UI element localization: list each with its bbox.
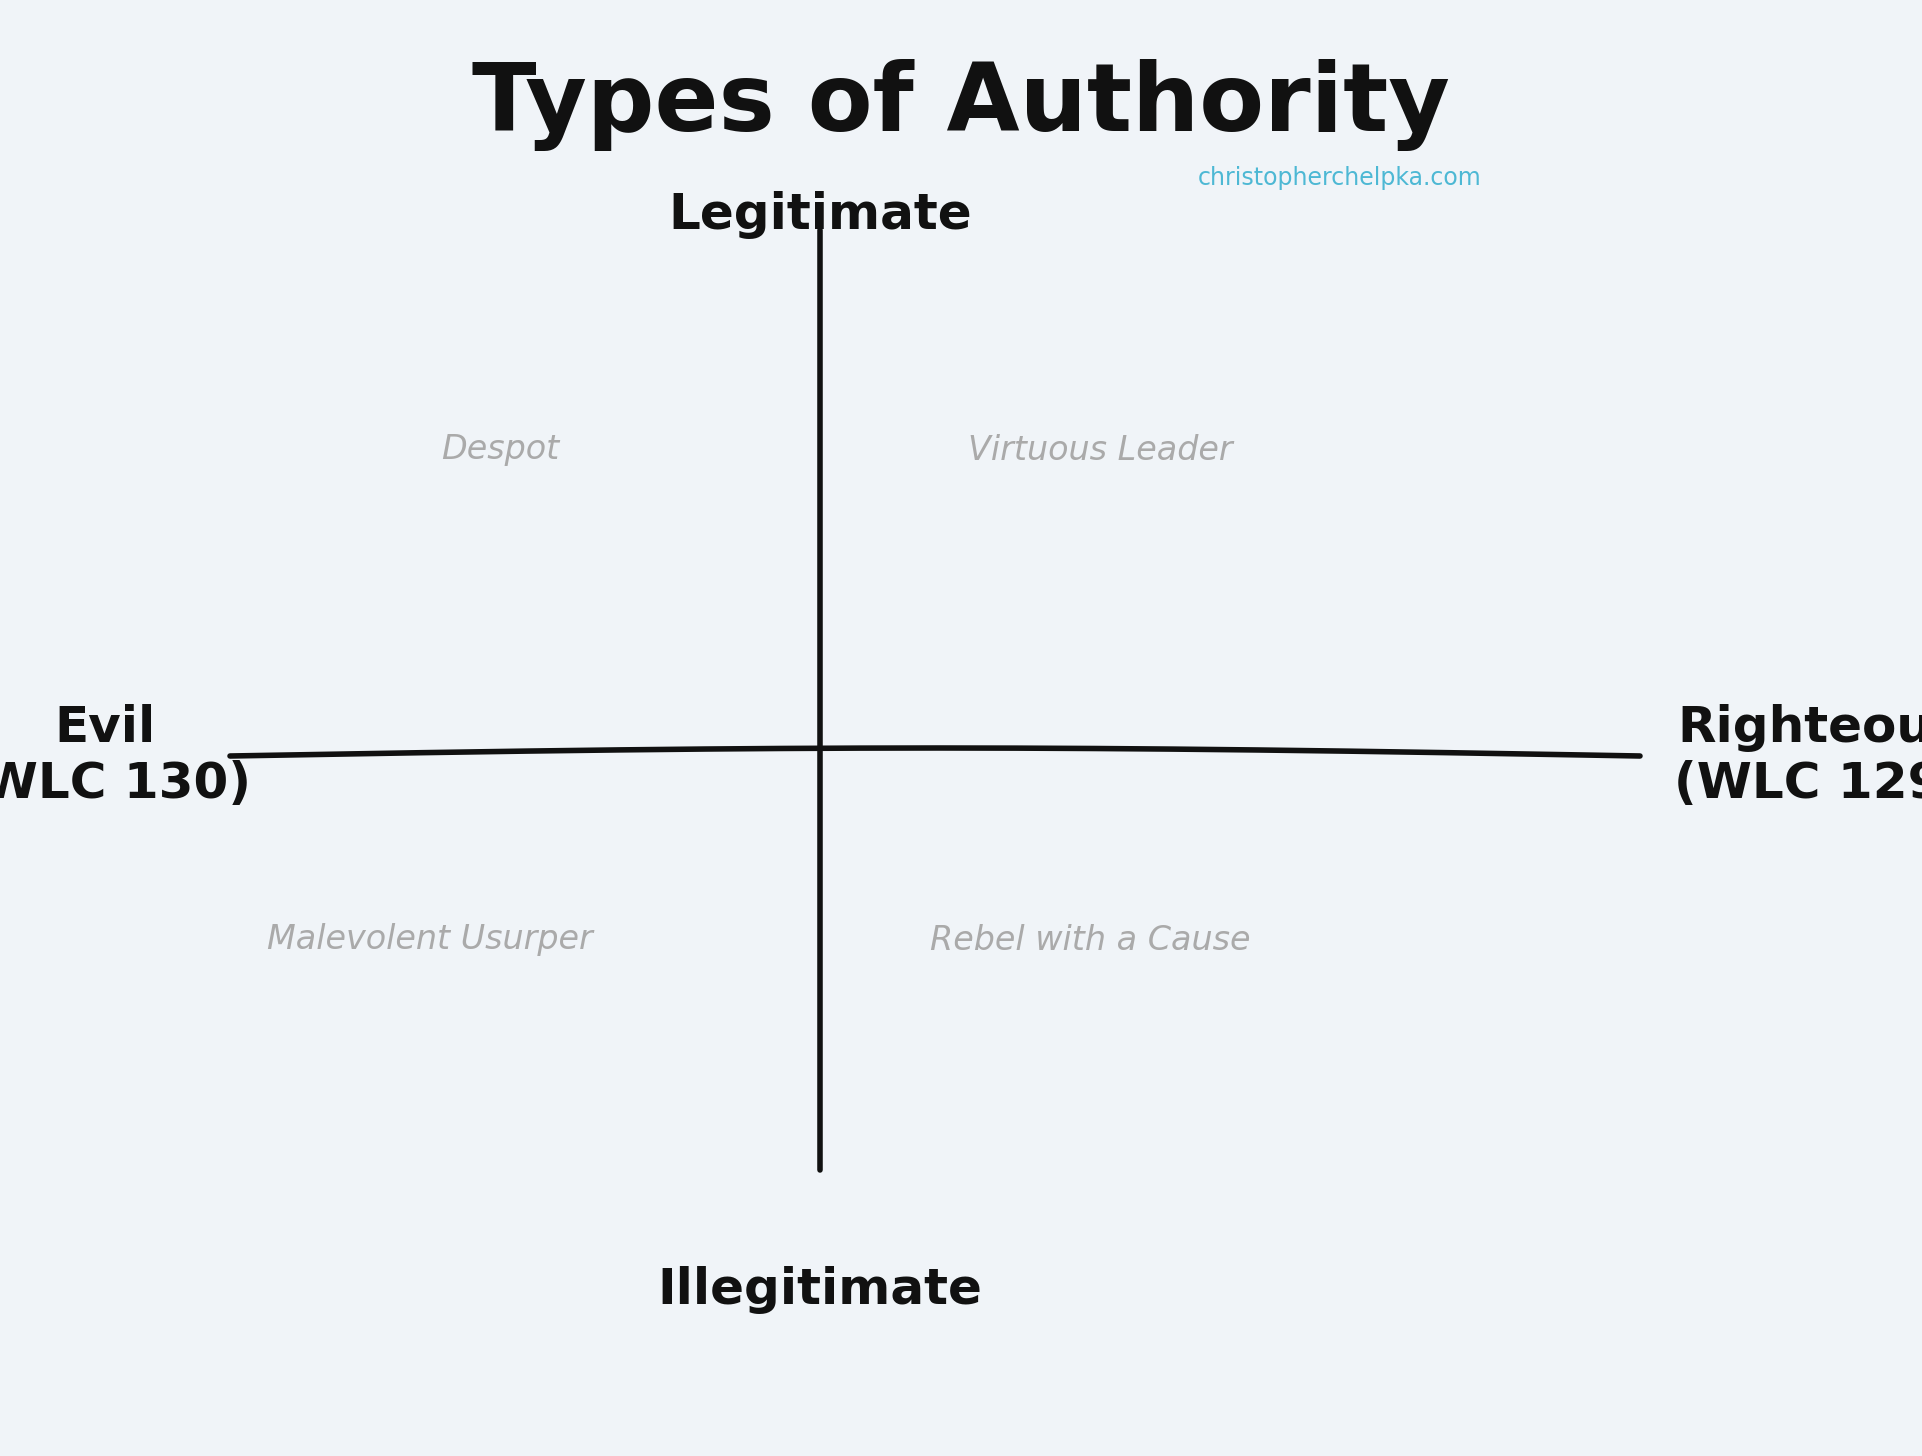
Text: Despot: Despot [440,434,559,466]
Text: Virtuous Leader: Virtuous Leader [967,434,1232,466]
Text: Legitimate: Legitimate [669,191,973,239]
Text: Illegitimate: Illegitimate [657,1267,982,1313]
Text: Malevolent Usurper: Malevolent Usurper [267,923,592,957]
Text: Righteous
(WLC 129): Righteous (WLC 129) [1674,705,1922,808]
Text: Types of Authority: Types of Authority [473,60,1449,151]
Text: Rebel with a Cause: Rebel with a Cause [930,923,1249,957]
Text: christopherchelpka.com: christopherchelpka.com [1197,166,1482,189]
Text: Evil
(WLC 130): Evil (WLC 130) [0,705,250,808]
